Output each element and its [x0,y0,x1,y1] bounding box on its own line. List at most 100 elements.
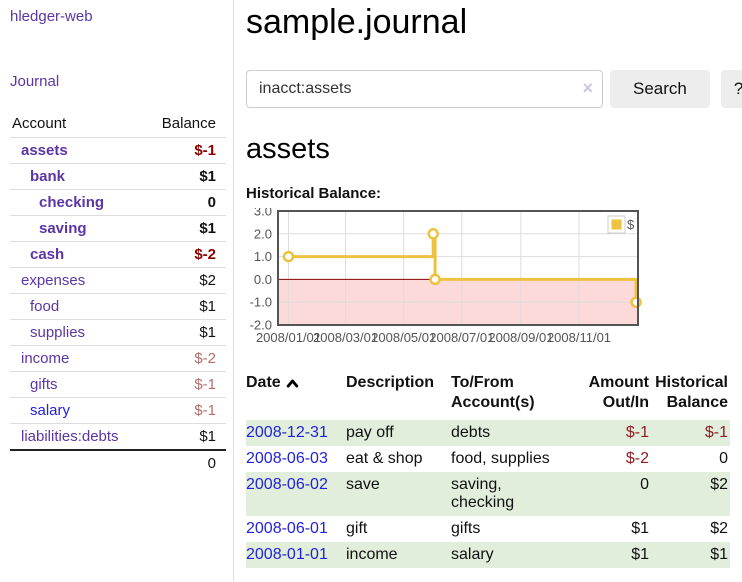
transaction-row: 2008-12-31 pay off debts $-1 $-1 [246,420,730,446]
account-balance: $-1 [144,137,226,164]
account-row: expenses $2 [10,267,226,294]
account-balance: $-2 [144,345,226,372]
chart-title: Historical Balance: [246,185,382,202]
transaction-row: 2008-06-03 eat & shop food, supplies $-2 0 [246,446,730,472]
txn-description: eat & shop [346,450,423,467]
spacer [10,449,145,476]
sidebar-account-link[interactable]: saving [39,220,87,237]
txn-date-link[interactable]: 2008-06-01 [246,520,328,537]
clear-search-icon[interactable]: × [582,78,593,98]
sidebar-account-link[interactable]: expenses [21,272,86,289]
page-title: sample.journal [246,3,468,41]
txn-date-link[interactable]: 2008-06-03 [246,450,328,467]
account-row: checking 0 [10,189,226,216]
account-balance: $1 [144,163,226,190]
account-name-cell: liabilities:debts [10,423,145,450]
accounts-header-row: Account Balance [10,111,226,138]
txn-description: gift [346,520,368,537]
svg-text:2008/03/01: 2008/03/01 [313,330,378,345]
account-balance: $1 [144,319,226,346]
sidebar-account-link[interactable]: cash [30,246,65,263]
txn-date-cell: 2008-06-03 [246,446,346,472]
txn-amount: 0 [640,476,649,493]
txn-date-cell: 2008-06-02 [246,472,346,516]
txn-description: save [346,476,380,493]
account-balance: $1 [144,215,226,242]
account-heading: assets [246,133,330,165]
account-row: food $1 [10,293,226,320]
txn-date-link[interactable]: 2008-01-01 [246,546,328,563]
account-row: liabilities:debts $1 [10,423,226,450]
txn-date-link[interactable]: 2008-06-02 [246,476,328,493]
search-button[interactable]: Search [610,70,710,108]
search-input[interactable] [246,70,603,108]
txn-date-link[interactable]: 2008-12-31 [246,424,328,441]
account-row: income $-2 [10,345,226,372]
svg-text:2008/09/01: 2008/09/01 [488,330,553,345]
account-name-cell: checking [10,189,145,216]
app-title-link[interactable]: hledger-web [10,8,93,25]
txn-description: income [346,546,398,563]
accounts-total-balance: 0 [144,449,226,476]
txn-accounts: saving, checking [451,476,515,511]
col-accounts: To/From Account(s) [451,374,535,411]
sidebar-item-journal[interactable]: Journal [10,73,60,90]
account-name-cell: salary [10,397,145,424]
account-row: cash $-2 [10,241,226,268]
sidebar-account-link[interactable]: assets [21,142,68,159]
txn-amount: $1 [631,520,649,537]
col-balance: Historical Balance [655,374,728,411]
sidebar-account-link[interactable]: bank [30,168,66,185]
accounts-table: Account Balance assets $-1 bank $1 checking 0… [10,111,226,476]
svg-text:2008/07/01: 2008/07/01 [429,330,494,345]
accounts-header-balance: Balance [161,115,216,132]
account-name-cell: saving [10,215,145,242]
account-row: saving $1 [10,215,226,242]
sidebar-account-link[interactable]: food [30,298,60,315]
txn-description: pay off [346,424,394,441]
txn-amount: $1 [631,546,649,563]
col-amount: Amount Out/In [588,374,649,411]
txn-date-cell: 2008-12-31 [246,420,346,446]
sidebar-account-link[interactable]: checking [39,194,105,211]
svg-text:0.0: 0.0 [254,272,272,287]
account-name-cell: income [10,345,145,372]
account-name-cell: bank [10,163,145,190]
txn-balance: 0 [719,450,728,467]
sidebar-account-link[interactable]: gifts [30,376,58,393]
accounts-total-row: 0 [10,449,226,476]
col-date[interactable]: Date [246,371,346,420]
account-balance: 0 [144,189,226,216]
sidebar: hledger-web Journal Account Balance asse… [0,0,234,582]
sort-ascending-icon [286,374,299,394]
txn-balance: $-1 [704,424,728,441]
txn-accounts: salary [451,546,494,563]
sidebar-account-link[interactable]: supplies [30,324,86,341]
txn-date-cell: 2008-01-01 [246,542,346,568]
account-row: salary $-1 [10,397,226,424]
accounts-header-account: Account [12,115,67,132]
svg-text:$: $ [627,217,635,232]
svg-text:2008/11/01: 2008/11/01 [547,330,611,345]
account-balance: $-1 [144,397,226,424]
search-help-button[interactable]: ? [720,70,742,108]
sidebar-account-link[interactable]: salary [30,402,71,419]
account-row: assets $-1 [10,137,226,164]
account-row: gifts $-1 [10,371,226,398]
sidebar-account-link[interactable]: income [21,350,70,367]
balance-chart: $3.0 2.0 1.0 0.0 -1.0 -2.0 2008/01/01 2008/03/0… [246,204,742,357]
account-name-cell: assets [10,137,145,164]
account-name-cell: supplies [10,319,145,346]
account-balance: $-2 [144,241,226,268]
txn-accounts: debts [451,424,491,441]
txn-balance: $2 [710,520,728,537]
svg-text:2008/05/01: 2008/05/01 [371,330,436,345]
svg-text:2.0: 2.0 [254,226,272,241]
search-form: × Search ? [246,70,742,108]
sidebar-account-link[interactable]: liabilities:debts [21,428,119,445]
txn-accounts: food, supplies [451,450,550,467]
main-content: sample.journal × Search ? assets Histori… [234,0,742,582]
txn-balance: $1 [710,546,728,563]
txn-date-cell: 2008-06-01 [246,516,346,542]
transaction-row: 2008-01-01 income salary $1 $1 [246,542,730,568]
